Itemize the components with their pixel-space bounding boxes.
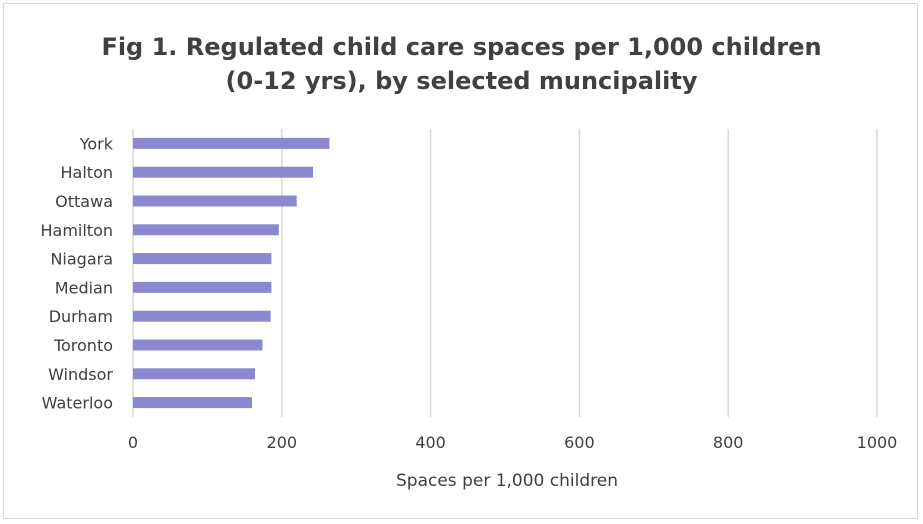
category-label: Waterloo bbox=[42, 394, 113, 413]
x-tick-label: 200 bbox=[267, 433, 298, 452]
category-label: York bbox=[79, 134, 114, 153]
chart-title-line1: Fig 1. Regulated child care spaces per 1… bbox=[101, 33, 822, 61]
chart-title-line2: (0-12 yrs), by selected muncipality bbox=[225, 67, 698, 95]
bar-ottawa bbox=[133, 195, 297, 207]
bar-windsor bbox=[133, 368, 256, 380]
category-label: Hamilton bbox=[40, 221, 113, 240]
chart-title: Fig 1. Regulated child care spaces per 1… bbox=[0, 30, 923, 98]
bars bbox=[133, 137, 330, 409]
x-tick-label: 800 bbox=[713, 433, 744, 452]
category-labels: York Halton Ottawa Hamilton Niagara Median Dur… bbox=[40, 134, 113, 412]
bar-median bbox=[133, 281, 272, 293]
category-label: Niagara bbox=[50, 250, 113, 269]
category-label: Ottawa bbox=[55, 192, 113, 211]
bar-toronto bbox=[133, 339, 263, 351]
bar-halton bbox=[133, 166, 314, 178]
x-tick-label: 600 bbox=[564, 433, 595, 452]
category-label: Median bbox=[55, 278, 113, 297]
x-tick-label: 400 bbox=[415, 433, 446, 452]
bar-waterloo bbox=[133, 397, 253, 409]
category-label: Halton bbox=[61, 163, 113, 182]
category-label: Windsor bbox=[48, 365, 113, 384]
x-tick-label: 1000 bbox=[857, 433, 898, 452]
bar-york bbox=[133, 137, 330, 149]
x-tick-labels: 0 200 400 600 800 1000 bbox=[128, 433, 897, 452]
x-axis-title: Spaces per 1,000 children bbox=[396, 471, 618, 491]
bar-niagara bbox=[133, 253, 272, 265]
bar-hamilton bbox=[133, 224, 279, 236]
bar-durham bbox=[133, 310, 271, 322]
category-label: Durham bbox=[49, 307, 113, 326]
category-label: Toronto bbox=[53, 336, 113, 355]
x-tick-label: 0 bbox=[128, 433, 138, 452]
